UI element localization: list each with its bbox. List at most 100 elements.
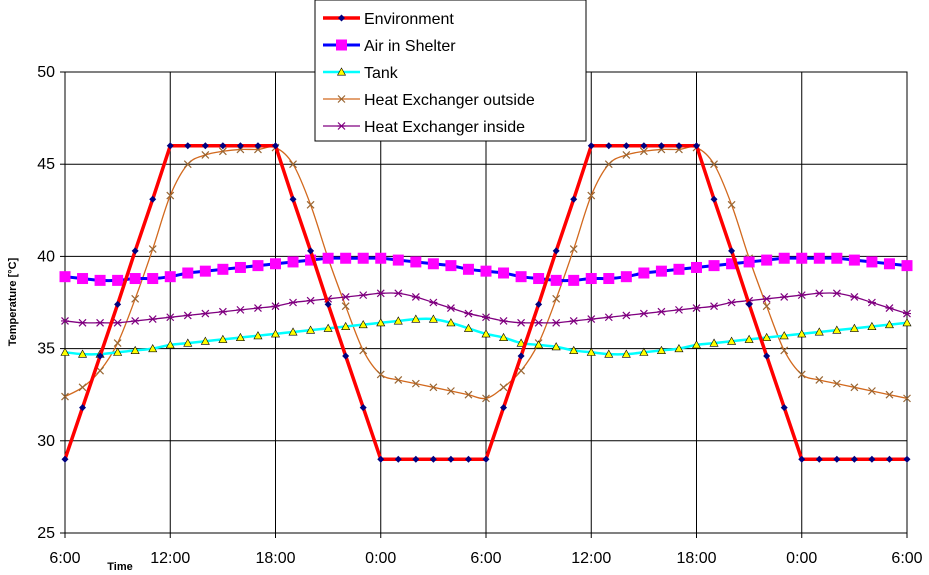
- air-in-shelter-point: [445, 260, 457, 272]
- legend-item-heat-exchanger-inside: Heat Exchanger inside: [323, 119, 525, 136]
- heat-exchanger-outside-point: [201, 151, 210, 159]
- environment-point: [815, 455, 823, 463]
- tank-point: [639, 347, 649, 356]
- heat-exchanger-outside-point: [727, 200, 736, 209]
- air-in-shelter-point: [182, 267, 194, 279]
- heat-exchanger-inside-point: [253, 304, 262, 312]
- y-tick-label: 50: [37, 64, 55, 81]
- environment-point: [552, 247, 560, 255]
- environment-point: [693, 142, 700, 150]
- heat-exchanger-inside-point: [271, 302, 280, 311]
- air-in-shelter-point: [515, 271, 527, 283]
- heat-exchanger-outside-point: [552, 294, 561, 303]
- air-in-shelter-point: [305, 254, 317, 266]
- legend-heat-exchanger-outside-point: [337, 95, 346, 103]
- heat-exchanger-inside-point: [201, 309, 210, 318]
- heat-exchanger-outside-point: [762, 302, 771, 311]
- legend-label: Heat Exchanger outside: [364, 92, 535, 109]
- tank-point: [411, 314, 421, 323]
- environment-point: [745, 300, 753, 308]
- heat-exchanger-inside-point: [166, 313, 175, 322]
- air-in-shelter-point: [199, 265, 211, 277]
- heat-exchanger-outside-point: [446, 387, 455, 395]
- heat-exchanger-outside-point: [780, 346, 789, 355]
- heat-exchanger-inside-point: [639, 309, 648, 318]
- tank-point: [744, 334, 754, 343]
- heat-exchanger-outside-point: [411, 379, 420, 388]
- heat-exchanger-inside-point: [727, 298, 736, 307]
- tank-point: [183, 338, 193, 347]
- tank-point: [604, 349, 614, 358]
- air-in-shelter-point: [533, 273, 545, 285]
- environment-point: [798, 455, 806, 463]
- x-tick-label: 6:00: [891, 550, 922, 567]
- legend-item-heat-exchanger-outside: Heat Exchanger outside: [323, 92, 535, 109]
- environment-point: [868, 455, 876, 463]
- tank-point: [621, 349, 631, 358]
- x-tick-label: 18:00: [676, 550, 716, 567]
- tank-point: [709, 338, 719, 347]
- air-in-shelter-point: [638, 267, 650, 279]
- air-in-shelter-point: [147, 273, 159, 285]
- environment-point: [236, 142, 244, 150]
- series-environment: [61, 142, 911, 463]
- axis-ticks: 25 30 35 40 45 50 6:00 12:00 18:00 0:00 6:00 12:00 1…: [37, 64, 922, 567]
- environment-point: [377, 455, 385, 463]
- air-in-shelter-point: [427, 258, 439, 270]
- environment-point: [763, 352, 771, 360]
- heat-exchanger-inside-point: [464, 309, 473, 318]
- air-in-shelter-point: [796, 252, 808, 264]
- legend-item-environment: Environment: [323, 11, 454, 28]
- tank-point: [656, 345, 666, 354]
- tank-point: [165, 340, 175, 349]
- environment-point: [61, 455, 69, 463]
- tank-point: [78, 349, 88, 358]
- legend-air-in-shelter-point: [336, 39, 347, 51]
- tank-point: [200, 336, 210, 345]
- environment-point: [657, 142, 665, 150]
- series-heat-exchanger-inside: [61, 289, 911, 327]
- heat-exchanger-outside-point: [394, 376, 403, 384]
- environment-point: [201, 142, 209, 150]
- air-in-shelter-point: [550, 274, 562, 286]
- tank-point: [516, 338, 526, 347]
- heat-exchanger-inside-point: [587, 315, 596, 324]
- environment-point: [96, 352, 104, 360]
- heat-exchanger-outside-point: [78, 383, 87, 392]
- environment-point: [412, 455, 420, 463]
- environment-point: [640, 142, 648, 150]
- environment-point: [500, 404, 508, 412]
- air-in-shelter-point: [252, 260, 264, 272]
- heat-exchanger-inside-point: [762, 294, 771, 303]
- air-in-shelter-point: [480, 265, 492, 277]
- air-in-shelter-point: [59, 271, 71, 283]
- heat-exchanger-outside-point: [218, 147, 227, 156]
- tank-point: [481, 329, 491, 338]
- heat-exchanger-inside-point: [148, 315, 157, 324]
- heat-exchanger-inside-point: [341, 293, 350, 301]
- heat-exchanger-outside-point: [359, 346, 368, 355]
- heat-exchanger-inside-point: [850, 293, 859, 301]
- legend-item-tank: Tank: [323, 65, 399, 82]
- heat-exchanger-outside-point: [622, 151, 631, 159]
- x-tick-label: 12:00: [571, 550, 611, 567]
- environment-point: [482, 455, 490, 463]
- heat-exchanger-inside-point: [903, 309, 911, 318]
- air-in-shelter-point: [287, 256, 299, 268]
- heat-exchanger-outside-point: [604, 160, 613, 169]
- tank-point: [849, 323, 859, 332]
- legend: Environment Air in Shelter Tank Heat Exchan…: [314, 0, 587, 142]
- heat-exchanger-inside-point: [815, 289, 824, 298]
- tank-point: [60, 347, 70, 356]
- air-in-shelter-point: [340, 252, 352, 264]
- heat-exchanger-outside-point: [867, 387, 876, 395]
- heat-exchanger-inside-point: [867, 298, 876, 307]
- tank-point: [569, 345, 579, 354]
- heat-exchanger-inside-point: [674, 305, 683, 314]
- environment-point: [131, 247, 139, 255]
- environment-point: [254, 142, 262, 150]
- air-in-shelter-point: [234, 261, 246, 273]
- environment-point: [728, 247, 736, 255]
- environment-point: [394, 455, 402, 463]
- environment-point: [307, 247, 315, 255]
